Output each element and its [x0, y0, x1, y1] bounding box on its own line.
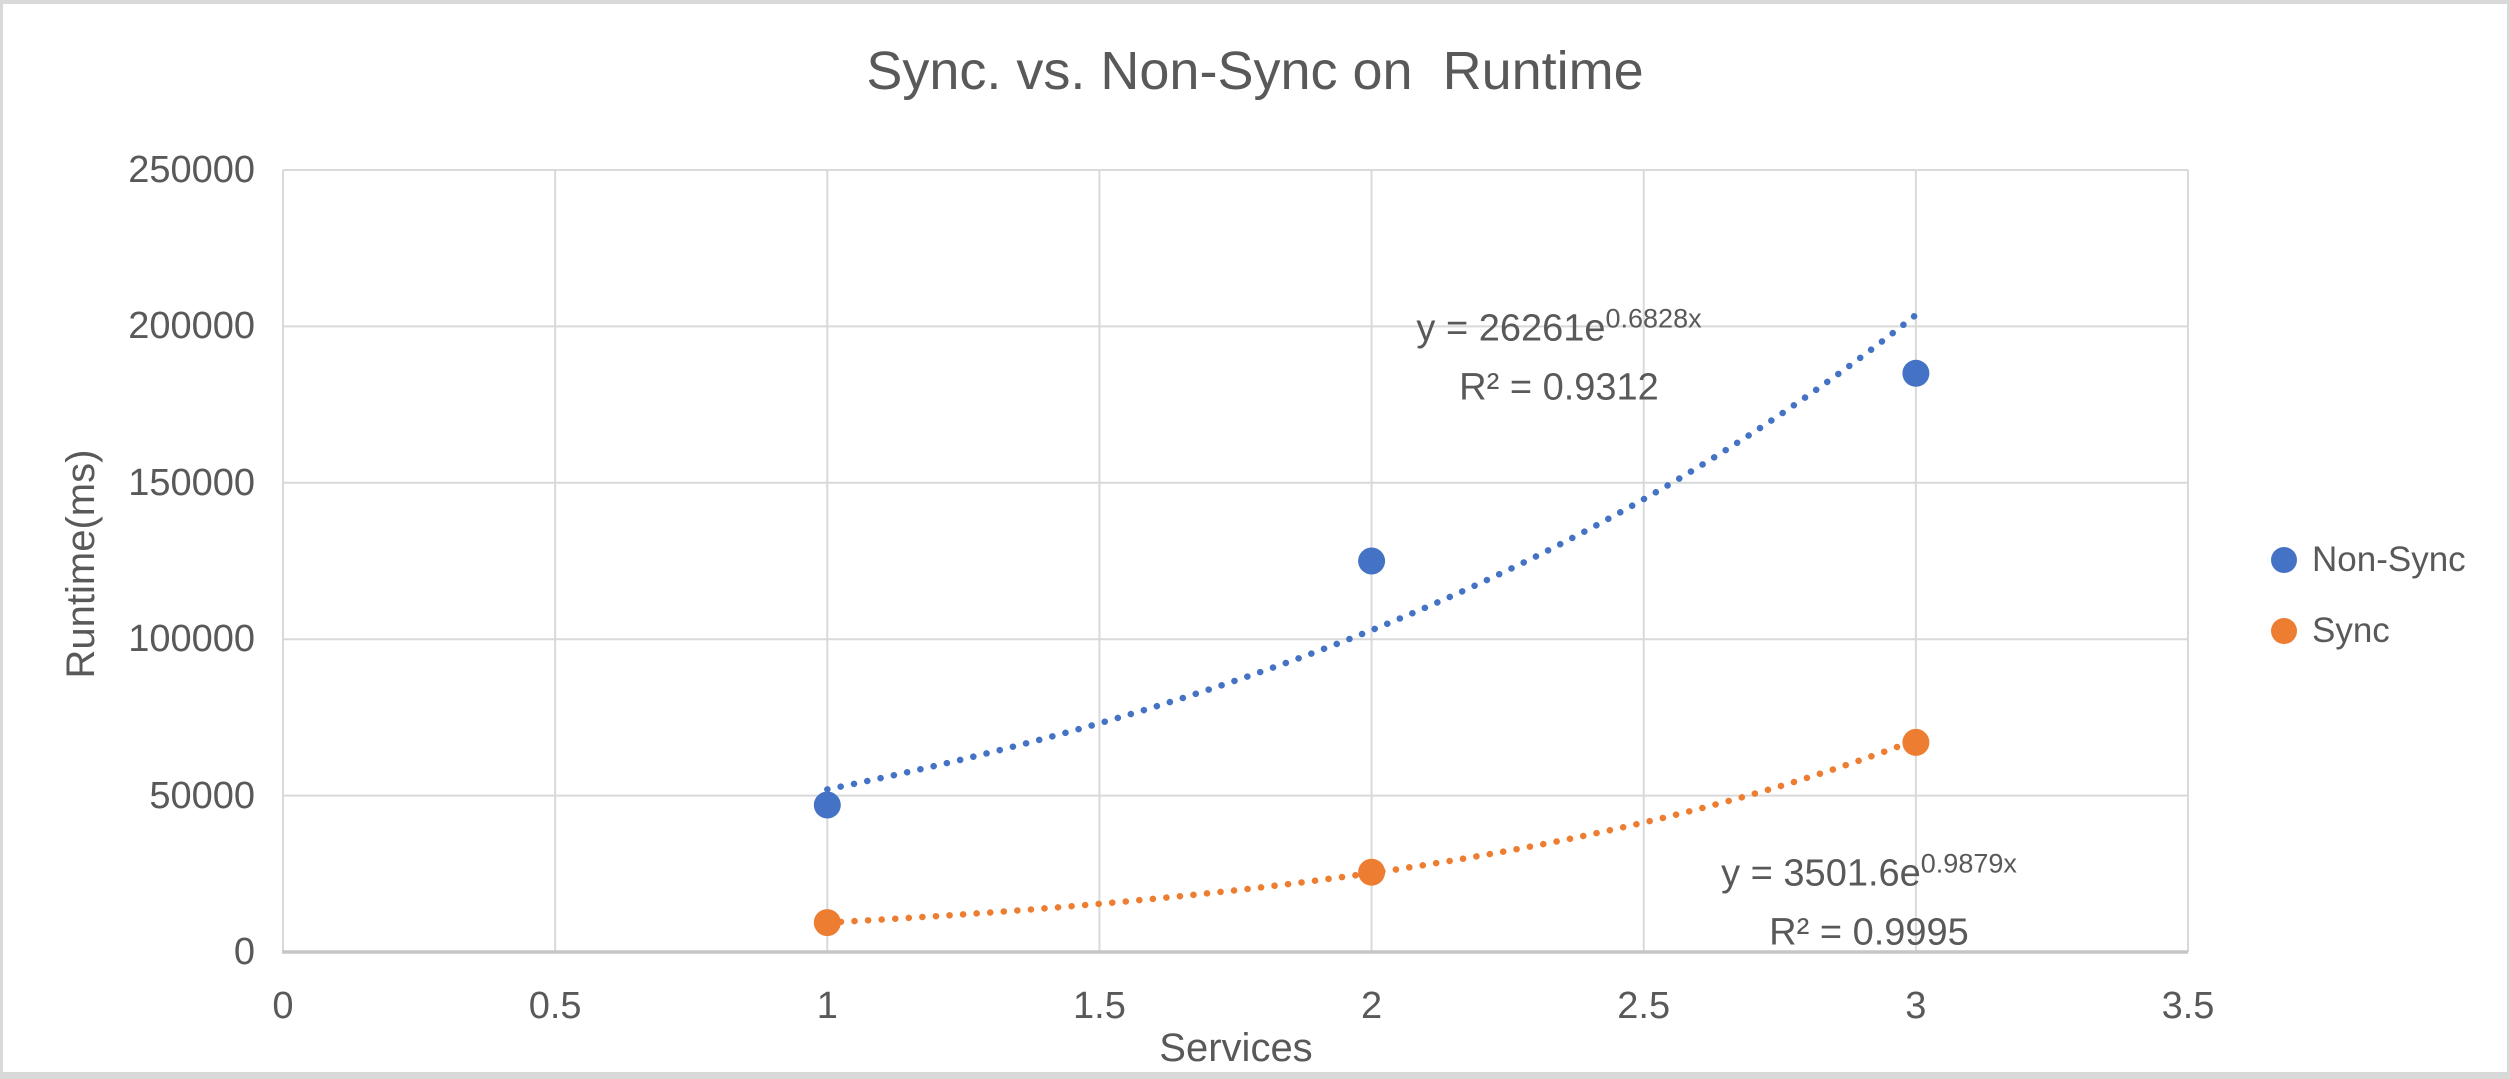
y-axis-title: Runtime(ms) [59, 449, 103, 679]
legend-item-nonsync: Non-Sync [2271, 540, 2466, 580]
data-point-sync [1902, 728, 1930, 756]
data-point-non-sync [1358, 547, 1386, 575]
y-tick-label: 150000 [128, 461, 255, 504]
data-point-non-sync [1902, 359, 1930, 387]
trendline-equation-nonsync-r2: R² = 0.9312 [1459, 366, 1659, 409]
trendline-equation-sync-exponent: 0.9879x [1920, 848, 2017, 878]
x-tick-label: 3 [1905, 985, 1927, 1027]
data-point-sync [1358, 858, 1386, 886]
legend-label-nonsync: Non-Sync [2312, 540, 2466, 579]
x-tick-label: 0 [272, 985, 294, 1027]
x-tick-label: 2.5 [1617, 985, 1671, 1027]
trendline-equation-sync: y = 3501.6e0.9879x R² = 0.9995 [1721, 846, 2017, 961]
legend-marker-sync-icon [2271, 618, 2297, 644]
y-tick-label: 50000 [149, 774, 255, 817]
legend-label-sync: Sync [2312, 611, 2390, 650]
trendline-non-sync [824, 311, 1920, 793]
x-tick-label: 3.5 [2161, 985, 2215, 1027]
trendline-equation-sync-formula: y = 3501.6e0.9879x [1721, 848, 2017, 895]
data-point-sync [813, 909, 841, 937]
y-tick-label: 250000 [128, 149, 255, 191]
x-tick-label: 0.5 [528, 985, 582, 1027]
plot-area [282, 169, 2189, 954]
legend-marker-nonsync-icon [2271, 547, 2297, 573]
y-tick-label: 100000 [128, 618, 255, 661]
legend: Non-Sync Sync [2271, 540, 2466, 651]
x-axis-title: Services [1159, 1026, 1313, 1070]
trendline-equation-nonsync-exponent: 0.6828x [1605, 303, 1702, 333]
chart-title: Sync. vs. Non-Sync on Runtime [866, 41, 1644, 101]
y-tick-label: 0 [233, 931, 255, 973]
legend-item-sync: Sync [2271, 611, 2466, 651]
x-tick-label: 2 [1360, 985, 1383, 1027]
trendline-equation-sync-r2: R² = 0.9995 [1769, 911, 1969, 954]
x-tick-label: 1.5 [1073, 985, 1126, 1027]
trendline-equation-nonsync: y = 26261e0.6828x R² = 0.9312 [1416, 301, 1701, 416]
x-tick-label: 1 [816, 985, 838, 1027]
trendline-equation-nonsync-formula: y = 26261e0.6828x [1416, 303, 1702, 350]
data-point-non-sync [813, 791, 841, 819]
y-tick-label: 200000 [128, 305, 255, 348]
